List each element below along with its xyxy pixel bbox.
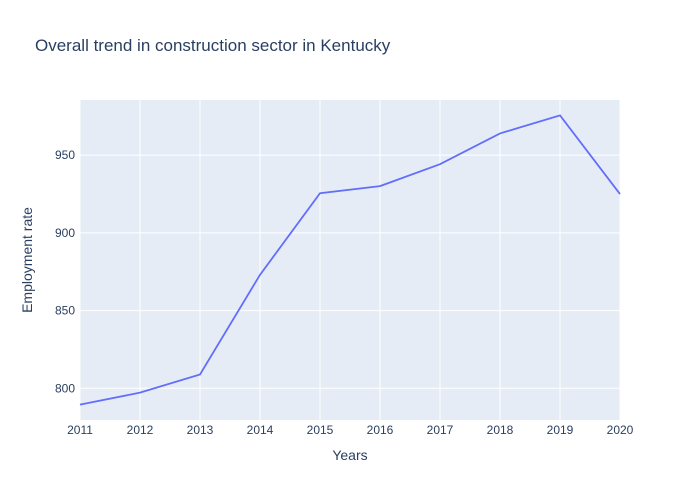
x-tick-label: 2017 [427,423,454,437]
series-line-employment-rate [79,114,621,406]
x-tick-label: 2013 [187,423,214,437]
y-tick-label: 850 [55,304,75,318]
x-tick-label: 2016 [367,423,394,437]
x-tick-label: 2015 [307,423,334,437]
x-tick-label: 2012 [127,423,154,437]
x-axis-title: Years [332,447,367,463]
x-tick-label: 2011 [67,423,93,437]
x-tick-label: 2019 [547,423,574,437]
y-tick-label: 800 [55,381,75,395]
gridlines [79,100,621,420]
x-axis-ticks: 2011 2012 2013 2014 2015 2016 2017 2018 2019 2020 [67,423,634,437]
y-axis-ticks: 800 850 900 950 [55,148,75,395]
chart-title: Overall trend in construction sector in … [35,36,391,55]
y-tick-label: 900 [55,226,75,240]
x-tick-label: 2018 [487,423,514,437]
y-tick-label: 950 [55,148,75,162]
y-axis-title: Employment rate [19,207,35,313]
x-tick-label: 2020 [607,423,634,437]
plot-area [80,100,620,420]
x-tick-label: 2014 [247,423,274,437]
